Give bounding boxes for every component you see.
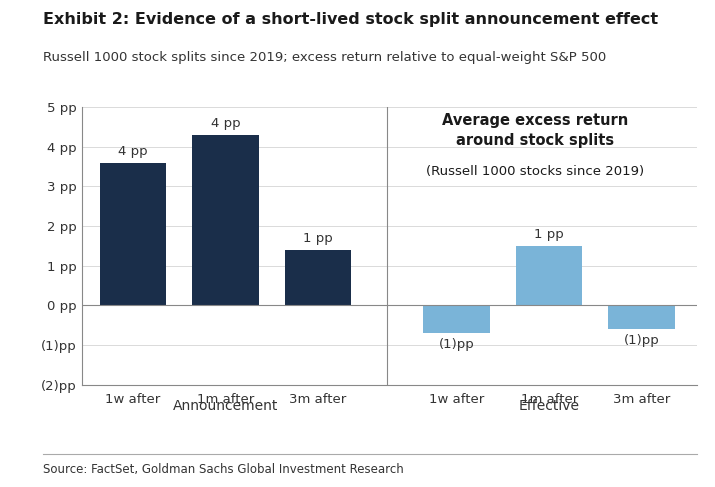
Text: (Russell 1000 stocks since 2019): (Russell 1000 stocks since 2019) — [426, 165, 644, 178]
Bar — [100, 163, 167, 305]
Text: 1 pp: 1 pp — [534, 228, 564, 241]
Text: 4 pp: 4 pp — [118, 145, 148, 157]
Bar — [192, 135, 259, 305]
Text: Source: FactSet, Goldman Sachs Global Investment Research: Source: FactSet, Goldman Sachs Global In… — [43, 463, 404, 476]
Text: Russell 1000 stock splits since 2019; excess return relative to equal-weight S&P: Russell 1000 stock splits since 2019; ex… — [43, 51, 606, 64]
Text: Average excess return
around stock splits: Average excess return around stock split… — [442, 113, 628, 148]
Bar — [285, 250, 351, 305]
Text: (1)pp: (1)pp — [623, 335, 659, 347]
Text: (1)pp: (1)pp — [439, 338, 475, 351]
Text: 1 pp: 1 pp — [303, 232, 333, 245]
Bar — [423, 305, 490, 333]
Bar — [608, 305, 675, 329]
Text: Announcement: Announcement — [173, 398, 278, 412]
Text: Exhibit 2: Evidence of a short-lived stock split announcement effect: Exhibit 2: Evidence of a short-lived sto… — [43, 12, 658, 27]
Text: Effective: Effective — [518, 398, 580, 412]
Bar — [516, 246, 583, 305]
Text: 4 pp: 4 pp — [211, 117, 240, 130]
